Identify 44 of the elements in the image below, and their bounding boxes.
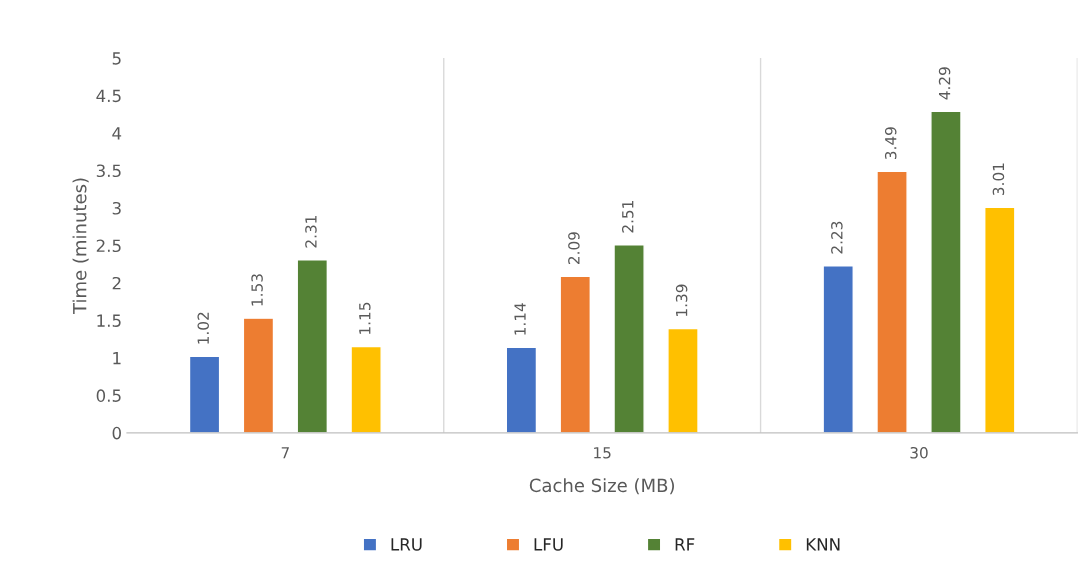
y-tick-label: 0 bbox=[112, 426, 121, 440]
data-label: 2.23 bbox=[831, 221, 843, 254]
bar bbox=[188, 355, 221, 433]
data-label: 4.29 bbox=[938, 67, 951, 100]
bar bbox=[350, 345, 382, 433]
data-label: 2.31 bbox=[305, 216, 317, 248]
y-axis-title: Time (minutes) bbox=[72, 178, 89, 315]
bar bbox=[505, 346, 538, 433]
x-axis-title: Cache Size (MB) bbox=[529, 478, 674, 495]
y-tick-label: 2 bbox=[112, 276, 121, 290]
bar bbox=[242, 317, 275, 433]
y-tick-label: 4.5 bbox=[96, 89, 121, 103]
data-label: 1.02 bbox=[197, 312, 209, 344]
bar bbox=[296, 259, 329, 433]
x-tick-label: 30 bbox=[910, 447, 928, 459]
data-label: 3.49 bbox=[884, 127, 897, 159]
bar bbox=[984, 206, 1016, 433]
bar bbox=[613, 244, 645, 433]
x-tick-label: 15 bbox=[594, 447, 611, 459]
y-tick-label: 2.5 bbox=[96, 239, 121, 253]
data-label: 1.39 bbox=[675, 284, 688, 316]
data-label: 1.53 bbox=[251, 274, 263, 306]
y-tick-label: 1 bbox=[113, 352, 121, 365]
bar bbox=[822, 265, 854, 433]
data-label: 2.51 bbox=[621, 201, 634, 233]
x-tick-label: 7 bbox=[281, 447, 289, 459]
bar bbox=[930, 110, 962, 433]
data-label: 2.09 bbox=[568, 232, 580, 264]
legend-label: KNN bbox=[806, 538, 840, 551]
y-tick-label: 3.5 bbox=[96, 164, 121, 178]
legend-label: RF bbox=[675, 538, 695, 551]
data-label: 3.01 bbox=[992, 163, 1005, 195]
bar bbox=[667, 327, 699, 433]
data-label: 1.15 bbox=[359, 302, 371, 334]
y-tick-label: 1.5 bbox=[97, 314, 121, 327]
y-tick-label: 5 bbox=[112, 52, 121, 65]
y-tick-label: 4 bbox=[112, 127, 122, 140]
bar bbox=[876, 170, 908, 433]
data-label: 1.14 bbox=[514, 303, 526, 335]
legend-label: LRU bbox=[391, 538, 422, 551]
y-tick-label: 0.5 bbox=[96, 389, 121, 402]
bar bbox=[559, 275, 591, 433]
y-tick-label: 3 bbox=[112, 201, 121, 215]
legend-label: LFU bbox=[534, 538, 563, 551]
